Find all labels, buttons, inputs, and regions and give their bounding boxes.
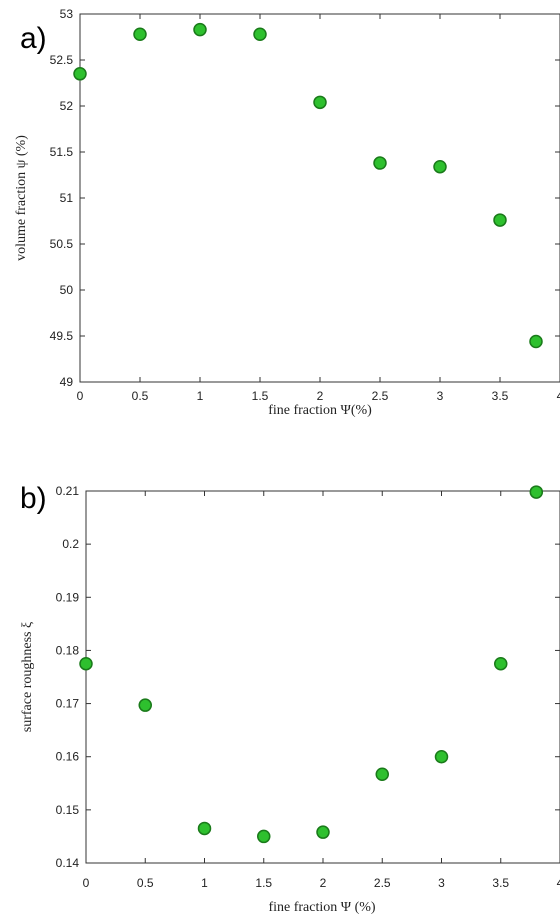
data-point bbox=[494, 656, 508, 671]
x-tick-label: 1.5 bbox=[252, 389, 269, 403]
panel-a-volume-fraction: a) 0 0.5 1 1.5 2 2.5 3 3.5 4 49 49.5 50 50.5 51 51.5 5… bbox=[14, 7, 560, 418]
x-tick-label: 4 bbox=[557, 876, 560, 890]
y-tick-label: 50.5 bbox=[50, 237, 74, 251]
data-point bbox=[375, 767, 389, 782]
panel-a-plot-frame bbox=[79, 13, 560, 383]
data-point bbox=[79, 656, 93, 671]
y-tick-label: 0.2 bbox=[62, 537, 79, 551]
panel-b-data-points bbox=[79, 485, 544, 844]
data-point bbox=[253, 27, 267, 41]
x-tick-label: 0 bbox=[83, 876, 90, 890]
x-tick-label: 3 bbox=[437, 389, 444, 403]
data-point bbox=[257, 829, 271, 844]
data-point bbox=[493, 213, 507, 227]
data-point bbox=[433, 159, 447, 174]
x-tick-label: 2 bbox=[320, 876, 327, 890]
x-tick-label: 3.5 bbox=[492, 876, 509, 890]
panel-a-x-axis-label: fine fraction Ψ(%) bbox=[268, 403, 372, 418]
x-tick-label: 2.5 bbox=[372, 389, 389, 403]
x-tick-label: 3 bbox=[438, 876, 445, 890]
data-point bbox=[73, 67, 87, 81]
x-tick-label: 0.5 bbox=[137, 876, 154, 890]
x-tick-label: 1.5 bbox=[255, 876, 272, 890]
data-point bbox=[138, 698, 152, 712]
x-tick-label: 3.5 bbox=[492, 389, 509, 403]
x-tick-label: 2 bbox=[317, 389, 324, 403]
x-tick-label: 1 bbox=[201, 876, 208, 890]
y-tick-label: 51.5 bbox=[50, 145, 74, 159]
panel-b-y-ticks: 0.14 0.15 0.16 0.17 0.18 0.19 0.2 0.21 bbox=[56, 484, 560, 870]
y-tick-label: 0.16 bbox=[56, 750, 80, 764]
panel-a-x-ticks: 0 0.5 1 1.5 2 2.5 3 3.5 4 bbox=[77, 14, 560, 403]
panel-b-y-axis-label: surface roughness ξ bbox=[20, 622, 35, 732]
y-tick-label: 51 bbox=[60, 191, 74, 205]
data-point bbox=[193, 22, 207, 37]
panel-b-plot-frame bbox=[85, 490, 560, 864]
y-tick-label: 53 bbox=[60, 7, 74, 21]
data-point bbox=[529, 485, 544, 499]
panel-a-data-points bbox=[73, 22, 543, 349]
y-tick-label: 0.21 bbox=[56, 484, 80, 498]
data-point bbox=[316, 825, 330, 839]
panel-a-y-ticks: 49 49.5 50 50.5 51 51.5 52 52.5 53 bbox=[50, 7, 560, 389]
x-tick-label: 0 bbox=[77, 389, 84, 403]
y-tick-label: 49 bbox=[60, 375, 74, 389]
data-point bbox=[529, 334, 543, 349]
data-point bbox=[313, 95, 327, 110]
y-tick-label: 0.17 bbox=[56, 697, 80, 711]
panel-a-y-axis-label: volume fraction ψ (%) bbox=[14, 135, 29, 261]
x-tick-label: 2.5 bbox=[374, 876, 391, 890]
panel-b-x-axis-label: fine fraction Ψ (%) bbox=[268, 900, 375, 915]
y-tick-label: 0.19 bbox=[56, 590, 80, 604]
y-tick-label: 49.5 bbox=[50, 329, 74, 343]
panel-a-label: a) bbox=[20, 22, 47, 55]
x-tick-label: 0.5 bbox=[132, 389, 149, 403]
data-point bbox=[373, 156, 387, 170]
y-tick-label: 0.15 bbox=[56, 803, 80, 817]
data-point bbox=[197, 821, 212, 836]
y-tick-label: 50 bbox=[60, 283, 74, 297]
data-point bbox=[133, 27, 147, 41]
panel-b-surface-roughness: b) 00.511.522.533.54 0.140.150.160.170.1… bbox=[20, 482, 560, 915]
panel-b-x-ticks: 0 0.5 1 1.5 2 2.5 3 3.5 4 bbox=[83, 491, 560, 890]
y-tick-label: 52 bbox=[60, 99, 74, 113]
y-tick-label: 0.18 bbox=[56, 643, 80, 657]
y-tick-label: 52.5 bbox=[50, 53, 74, 67]
x-tick-label: 4 bbox=[557, 389, 560, 403]
y-tick-label: 0.14 bbox=[56, 856, 80, 870]
data-point bbox=[434, 749, 449, 764]
panel-b-label: b) bbox=[20, 482, 47, 515]
x-tick-label: 1 bbox=[197, 389, 204, 403]
